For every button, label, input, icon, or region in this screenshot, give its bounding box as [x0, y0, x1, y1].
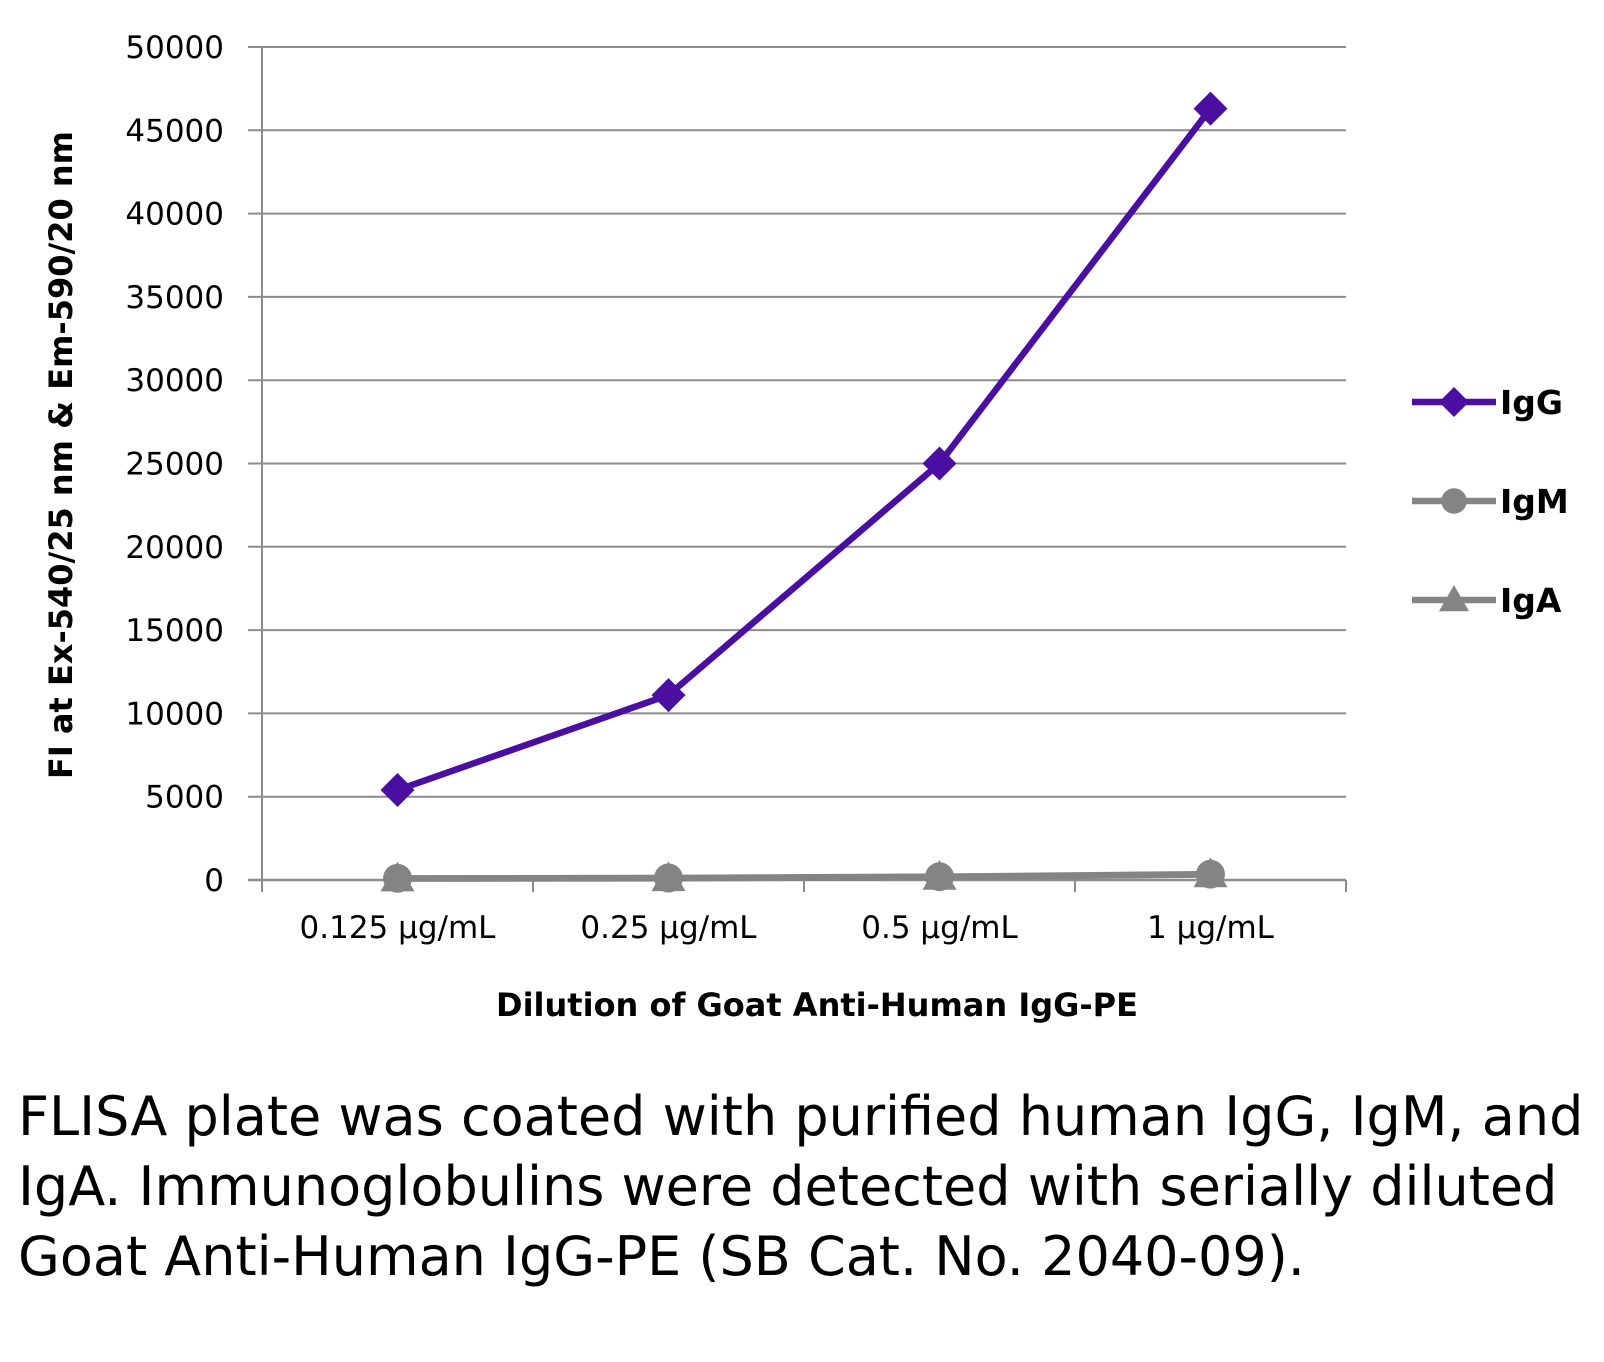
legend-label: IgM — [1500, 482, 1569, 521]
y-tick-label: 5000 — [145, 780, 224, 816]
y-tick-label: 25000 — [125, 447, 224, 483]
series-line — [397, 870, 1211, 882]
y-tick-label: 20000 — [125, 530, 224, 566]
data-point — [925, 862, 954, 892]
legend-item-iga: IgA — [1412, 581, 1562, 620]
y-tick-label: 30000 — [125, 363, 224, 399]
y-tick-label: 50000 — [125, 30, 224, 66]
x-axis-ticks: 0.125 µg/mL 0.25 µg/mL 0.5 µg/mL 1 µg/mL — [300, 910, 1275, 946]
series-group — [380, 91, 1228, 893]
axes — [248, 47, 1347, 892]
x-tick-label: 0.125 µg/mL — [300, 910, 497, 946]
legend-item-igm: IgM — [1412, 482, 1569, 521]
data-point — [380, 773, 415, 808]
series-line — [396, 106, 1214, 794]
y-tick-label: 10000 — [125, 696, 224, 732]
y-tick-label: 45000 — [125, 113, 224, 149]
y-tick-label: 0 — [204, 863, 224, 899]
data-point — [1196, 859, 1225, 889]
y-axis-title: FI at Ex-540/25 nm & Em-590/20 nm — [42, 131, 80, 779]
legend-item-igg: IgG — [1412, 383, 1563, 422]
x-tick-label: 0.5 µg/mL — [861, 910, 1018, 946]
x-tick-label: 1 µg/mL — [1147, 910, 1275, 946]
legend-label: IgG — [1500, 383, 1563, 422]
gridlines — [248, 46, 1346, 798]
x-tick-label: 0.25 µg/mL — [580, 910, 757, 946]
data-point — [651, 678, 686, 713]
legend-label: IgA — [1500, 581, 1562, 620]
series-igg — [380, 91, 1228, 808]
y-tick-label: 40000 — [125, 197, 224, 233]
series-igm — [383, 859, 1225, 893]
legend-marker — [1439, 585, 1469, 612]
data-point — [654, 863, 683, 893]
y-tick-label: 35000 — [125, 280, 224, 316]
data-point — [1193, 91, 1228, 126]
legend-marker — [1439, 387, 1469, 417]
y-tick-label: 15000 — [125, 613, 224, 649]
figure-caption: FLISA plate was coated with purified hum… — [18, 1085, 1584, 1288]
x-axis-title: Dilution of Goat Anti-Human IgG-PE — [496, 986, 1138, 1024]
legend: IgG IgM IgA — [1412, 383, 1569, 620]
data-point — [922, 446, 957, 481]
y-axis-ticks: 0 5000 10000 15000 20000 25000 30000 35000 40000… — [125, 30, 224, 899]
data-point — [383, 863, 412, 893]
legend-marker — [1441, 488, 1467, 514]
chart: 0 5000 10000 15000 20000 25000 30000 35000 40000… — [42, 30, 1569, 1024]
